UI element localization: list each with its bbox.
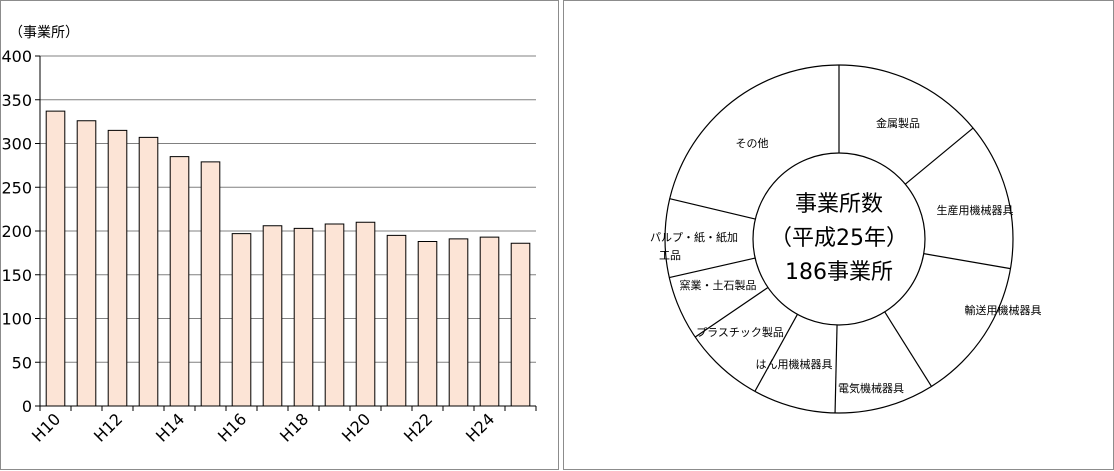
x-tick-label: H10 bbox=[28, 409, 64, 445]
slice-label: 窯業・土石製品 bbox=[680, 278, 757, 292]
bar bbox=[231, 233, 252, 407]
y-tick-label: 100 bbox=[1, 310, 32, 329]
slice-boundary bbox=[884, 311, 932, 387]
bar bbox=[200, 161, 221, 407]
bar bbox=[45, 110, 66, 407]
y-tick-label: 200 bbox=[1, 222, 32, 241]
x-tick-label: H22 bbox=[400, 409, 436, 445]
center-label-line: 事業所数 bbox=[795, 192, 883, 217]
slice-label: パルプ・紙・紙加工品 bbox=[650, 230, 738, 262]
center-label-line: （平成25年） bbox=[770, 226, 908, 251]
bar bbox=[510, 242, 531, 407]
slice-boundary bbox=[834, 324, 838, 413]
y-axis-unit-label: （事業所） bbox=[9, 25, 79, 41]
y-tick-label: 0 bbox=[22, 397, 32, 416]
bar bbox=[386, 234, 407, 407]
bar-chart-panel: 0 50 100 150 200 250 300 350 400 H10 H12 H14 H16 H18 H… bbox=[0, 0, 559, 470]
y-tick-label: 50 bbox=[12, 353, 32, 372]
slice-boundary bbox=[669, 257, 756, 279]
donut-chart-panel: 金属製品生産用機械器具輸送用機械器具電気機械器具 はん用機械器具 プラスチック製品 窯… bbox=[563, 0, 1114, 470]
bar bbox=[138, 136, 159, 407]
slice-label: はん用機械器具 bbox=[756, 357, 833, 371]
bar bbox=[448, 238, 469, 407]
bar bbox=[293, 227, 314, 407]
slice-boundary bbox=[923, 253, 1011, 270]
bar bbox=[324, 223, 345, 407]
bar-chart: 0 50 100 150 200 250 300 350 400 H10 H12 H14 H16 H18 H… bbox=[1, 25, 537, 446]
x-tick-label: H18 bbox=[276, 409, 312, 445]
y-tick-label: 150 bbox=[1, 266, 32, 285]
bar bbox=[107, 129, 128, 407]
y-tick-label: 350 bbox=[1, 91, 32, 110]
slice-boundary bbox=[754, 313, 798, 392]
slice-label: 金属製品 bbox=[876, 116, 920, 130]
slice-boundary bbox=[669, 198, 756, 220]
y-tick-label: 250 bbox=[1, 178, 32, 197]
x-tick-label: H16 bbox=[214, 409, 250, 445]
slice-label: 生産用機械器具 bbox=[937, 203, 1014, 217]
x-tick-label: H24 bbox=[462, 409, 498, 445]
bar bbox=[479, 236, 500, 407]
y-tick-label: 400 bbox=[1, 47, 32, 66]
slice-label: 輸送用機械器具 bbox=[965, 303, 1042, 317]
y-tick-label: 300 bbox=[1, 135, 32, 154]
bar bbox=[76, 120, 97, 407]
slice-boundary bbox=[694, 286, 769, 338]
bar bbox=[417, 241, 438, 407]
slice-label: その他 bbox=[736, 137, 769, 150]
center-label-line: 186事業所 bbox=[785, 260, 893, 285]
slice-label: 電気機械器具 bbox=[838, 381, 904, 395]
x-tick-label: H20 bbox=[338, 409, 374, 445]
x-tick-label: H12 bbox=[90, 409, 126, 445]
slice-label: プラスチック製品 bbox=[696, 325, 784, 339]
bar bbox=[169, 156, 190, 407]
bar bbox=[262, 225, 283, 407]
bar bbox=[355, 221, 376, 407]
x-tick-label: H14 bbox=[152, 409, 188, 445]
slice-boundary bbox=[904, 127, 974, 185]
